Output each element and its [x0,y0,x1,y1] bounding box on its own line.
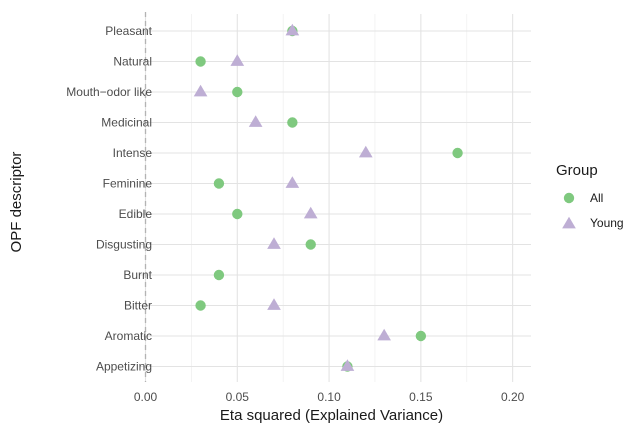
point-all [232,86,243,98]
y-tick-label: Feminine [103,177,153,191]
point-all [213,269,225,281]
point-young [285,23,300,36]
data-points [193,23,463,372]
point-all [287,117,298,128]
point-young [230,54,245,66]
x-tick-label: 0.00 [134,390,158,404]
y-tick-label: Natural [113,55,152,69]
y-axis-ticks: Pleasant Natural Mouth−odor like Medicinal I… [66,24,152,374]
legend-title: Group [556,162,598,179]
legend-label: Young [590,216,624,230]
y-tick-label: Pleasant [105,24,152,38]
x-tick-label: 0.05 [226,390,250,404]
point-all [305,239,316,250]
y-tick-label: Appetizing [96,360,152,374]
point-young [377,328,391,341]
x-tick-label: 0.10 [317,390,341,404]
point-young [340,359,355,371]
point-all [452,147,463,159]
y-axis-title: OPF descriptor [8,152,25,253]
legend: Group All Young [556,162,624,230]
point-young [303,206,318,219]
point-all [563,192,575,204]
y-tick-label: Mouth−odor like [66,85,152,99]
point-all [195,56,206,67]
point-young [267,237,281,249]
point-all [232,208,243,220]
y-tick-label: Disgusting [96,238,152,252]
point-all [213,178,225,189]
x-axis-ticks: 0.00 0.05 0.10 0.15 0.20 [134,390,525,404]
point-young [248,115,263,127]
y-tick-label: Burnt [123,268,152,282]
y-tick-label: Edible [119,207,153,221]
legend-label: All [590,191,603,205]
x-tick-label: 0.15 [409,390,433,404]
x-tick-label: 0.20 [501,390,525,404]
point-young [562,216,576,229]
y-tick-label: Bitter [124,299,152,313]
point-young [358,145,373,158]
point-young [267,298,281,310]
point-young [193,84,208,97]
point-all [195,300,206,311]
x-axis-title: Eta squared (Explained Variance) [220,407,443,424]
point-all [415,330,427,342]
y-tick-label: Aromatic [105,329,152,343]
grid-lines [140,14,531,382]
y-tick-label: Medicinal [101,116,152,130]
y-tick-label: Intense [113,146,153,160]
point-young [285,176,300,188]
